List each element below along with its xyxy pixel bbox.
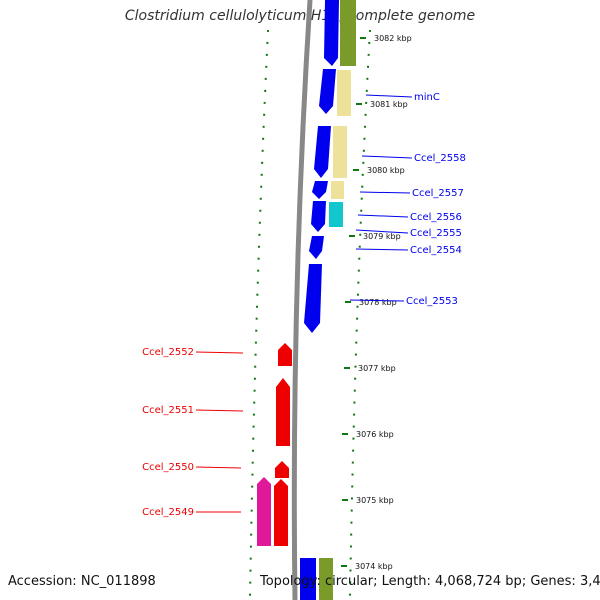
length-label: Length: bbox=[381, 574, 431, 589]
length-value: 4,068,724 bp bbox=[435, 574, 522, 589]
tick-label: 3074 kbp bbox=[355, 562, 393, 571]
label-leader-line bbox=[365, 94, 413, 98]
kbp-ticks: 3082 kbp 3081 kbp 3080 kbp 3079 kbp 3078 kbp… bbox=[341, 34, 412, 571]
gene-label: Ccel_2552 bbox=[142, 347, 194, 358]
gene-label: Ccel_2553 bbox=[406, 296, 458, 307]
gene-label: minC bbox=[414, 92, 440, 103]
yellow-band bbox=[333, 126, 347, 178]
label-leader-line bbox=[355, 248, 409, 251]
tick-label: 3079 kbp bbox=[363, 232, 401, 241]
forward-gene-track bbox=[300, 0, 339, 600]
gene-block bbox=[300, 558, 316, 600]
gene-arrow bbox=[274, 479, 288, 546]
genome-backbone bbox=[291, 0, 313, 600]
reverse-gene-labels: Ccel_2552 Ccel_2551 Ccel_2550 Ccel_2549 bbox=[142, 347, 244, 518]
genes-value: 3,477 bbox=[579, 574, 600, 589]
gene-arrow bbox=[276, 378, 290, 446]
olive-band-track bbox=[319, 0, 356, 600]
gene-arrow bbox=[304, 264, 322, 333]
label-leader-line bbox=[359, 191, 411, 194]
label-leader-line bbox=[361, 155, 413, 159]
gene-label: Ccel_2557 bbox=[412, 188, 464, 199]
gene-label: Ccel_2558 bbox=[414, 153, 466, 164]
gene-arrow bbox=[324, 0, 339, 66]
gene-arrow bbox=[278, 343, 292, 366]
genome-stats: Topology: circular; Length: 4,068,724 bp… bbox=[260, 574, 600, 589]
label-leader-line bbox=[355, 229, 409, 234]
label-leader-line bbox=[195, 351, 244, 354]
gene-label: Ccel_2549 bbox=[142, 507, 194, 518]
tick-label: 3080 kbp bbox=[367, 166, 405, 175]
reverse-gene-track bbox=[257, 343, 292, 546]
label-leader-line bbox=[349, 299, 405, 302]
gene-arrow-magenta bbox=[257, 477, 271, 546]
olive-band bbox=[340, 0, 356, 66]
label-leader-line bbox=[357, 214, 409, 218]
gene-label: Ccel_2551 bbox=[142, 405, 194, 416]
tick-label: 3082 kbp bbox=[374, 34, 412, 43]
yellow-band-track bbox=[331, 70, 351, 199]
tick-label: 3075 kbp bbox=[356, 496, 394, 505]
inner-dotted-ring bbox=[249, 29, 269, 599]
topology-value: circular bbox=[324, 574, 374, 589]
accession-info: Accession: NC_011898 bbox=[8, 574, 156, 589]
gene-arrow bbox=[275, 461, 289, 478]
forward-gene-labels: minC Ccel_2558 Ccel_2557 Ccel_2556 Ccel_2555… bbox=[349, 92, 466, 307]
gene-arrow bbox=[312, 181, 328, 199]
tick-label: 3081 kbp bbox=[370, 100, 408, 109]
gene-arrow bbox=[314, 126, 331, 178]
tick-label: 3078 kbp bbox=[359, 298, 397, 307]
gene-label: Ccel_2555 bbox=[410, 228, 462, 239]
tick-label: 3076 kbp bbox=[356, 430, 394, 439]
gene-label: Ccel_2550 bbox=[142, 462, 194, 473]
topology-label: Topology: bbox=[260, 574, 321, 589]
gene-label: Ccel_2556 bbox=[410, 212, 462, 223]
label-leader-line bbox=[195, 409, 244, 412]
outer-dotted-ring bbox=[349, 29, 371, 599]
cyan-band bbox=[329, 202, 343, 227]
label-leader-line bbox=[195, 466, 242, 469]
gene-arrow bbox=[319, 69, 336, 114]
accession-label: Accession: bbox=[8, 574, 77, 589]
map-title: Clostridium cellulolyticum H10, complete… bbox=[124, 8, 476, 24]
yellow-band bbox=[331, 181, 344, 199]
tick-label: 3077 kbp bbox=[358, 364, 396, 373]
accession-value: NC_011898 bbox=[80, 574, 156, 589]
gene-arrow bbox=[309, 236, 324, 259]
gene-arrow bbox=[311, 201, 326, 232]
gene-label: Ccel_2554 bbox=[410, 245, 462, 256]
yellow-band bbox=[337, 70, 351, 116]
genes-label: Genes: bbox=[530, 574, 576, 589]
olive-band bbox=[319, 558, 333, 600]
